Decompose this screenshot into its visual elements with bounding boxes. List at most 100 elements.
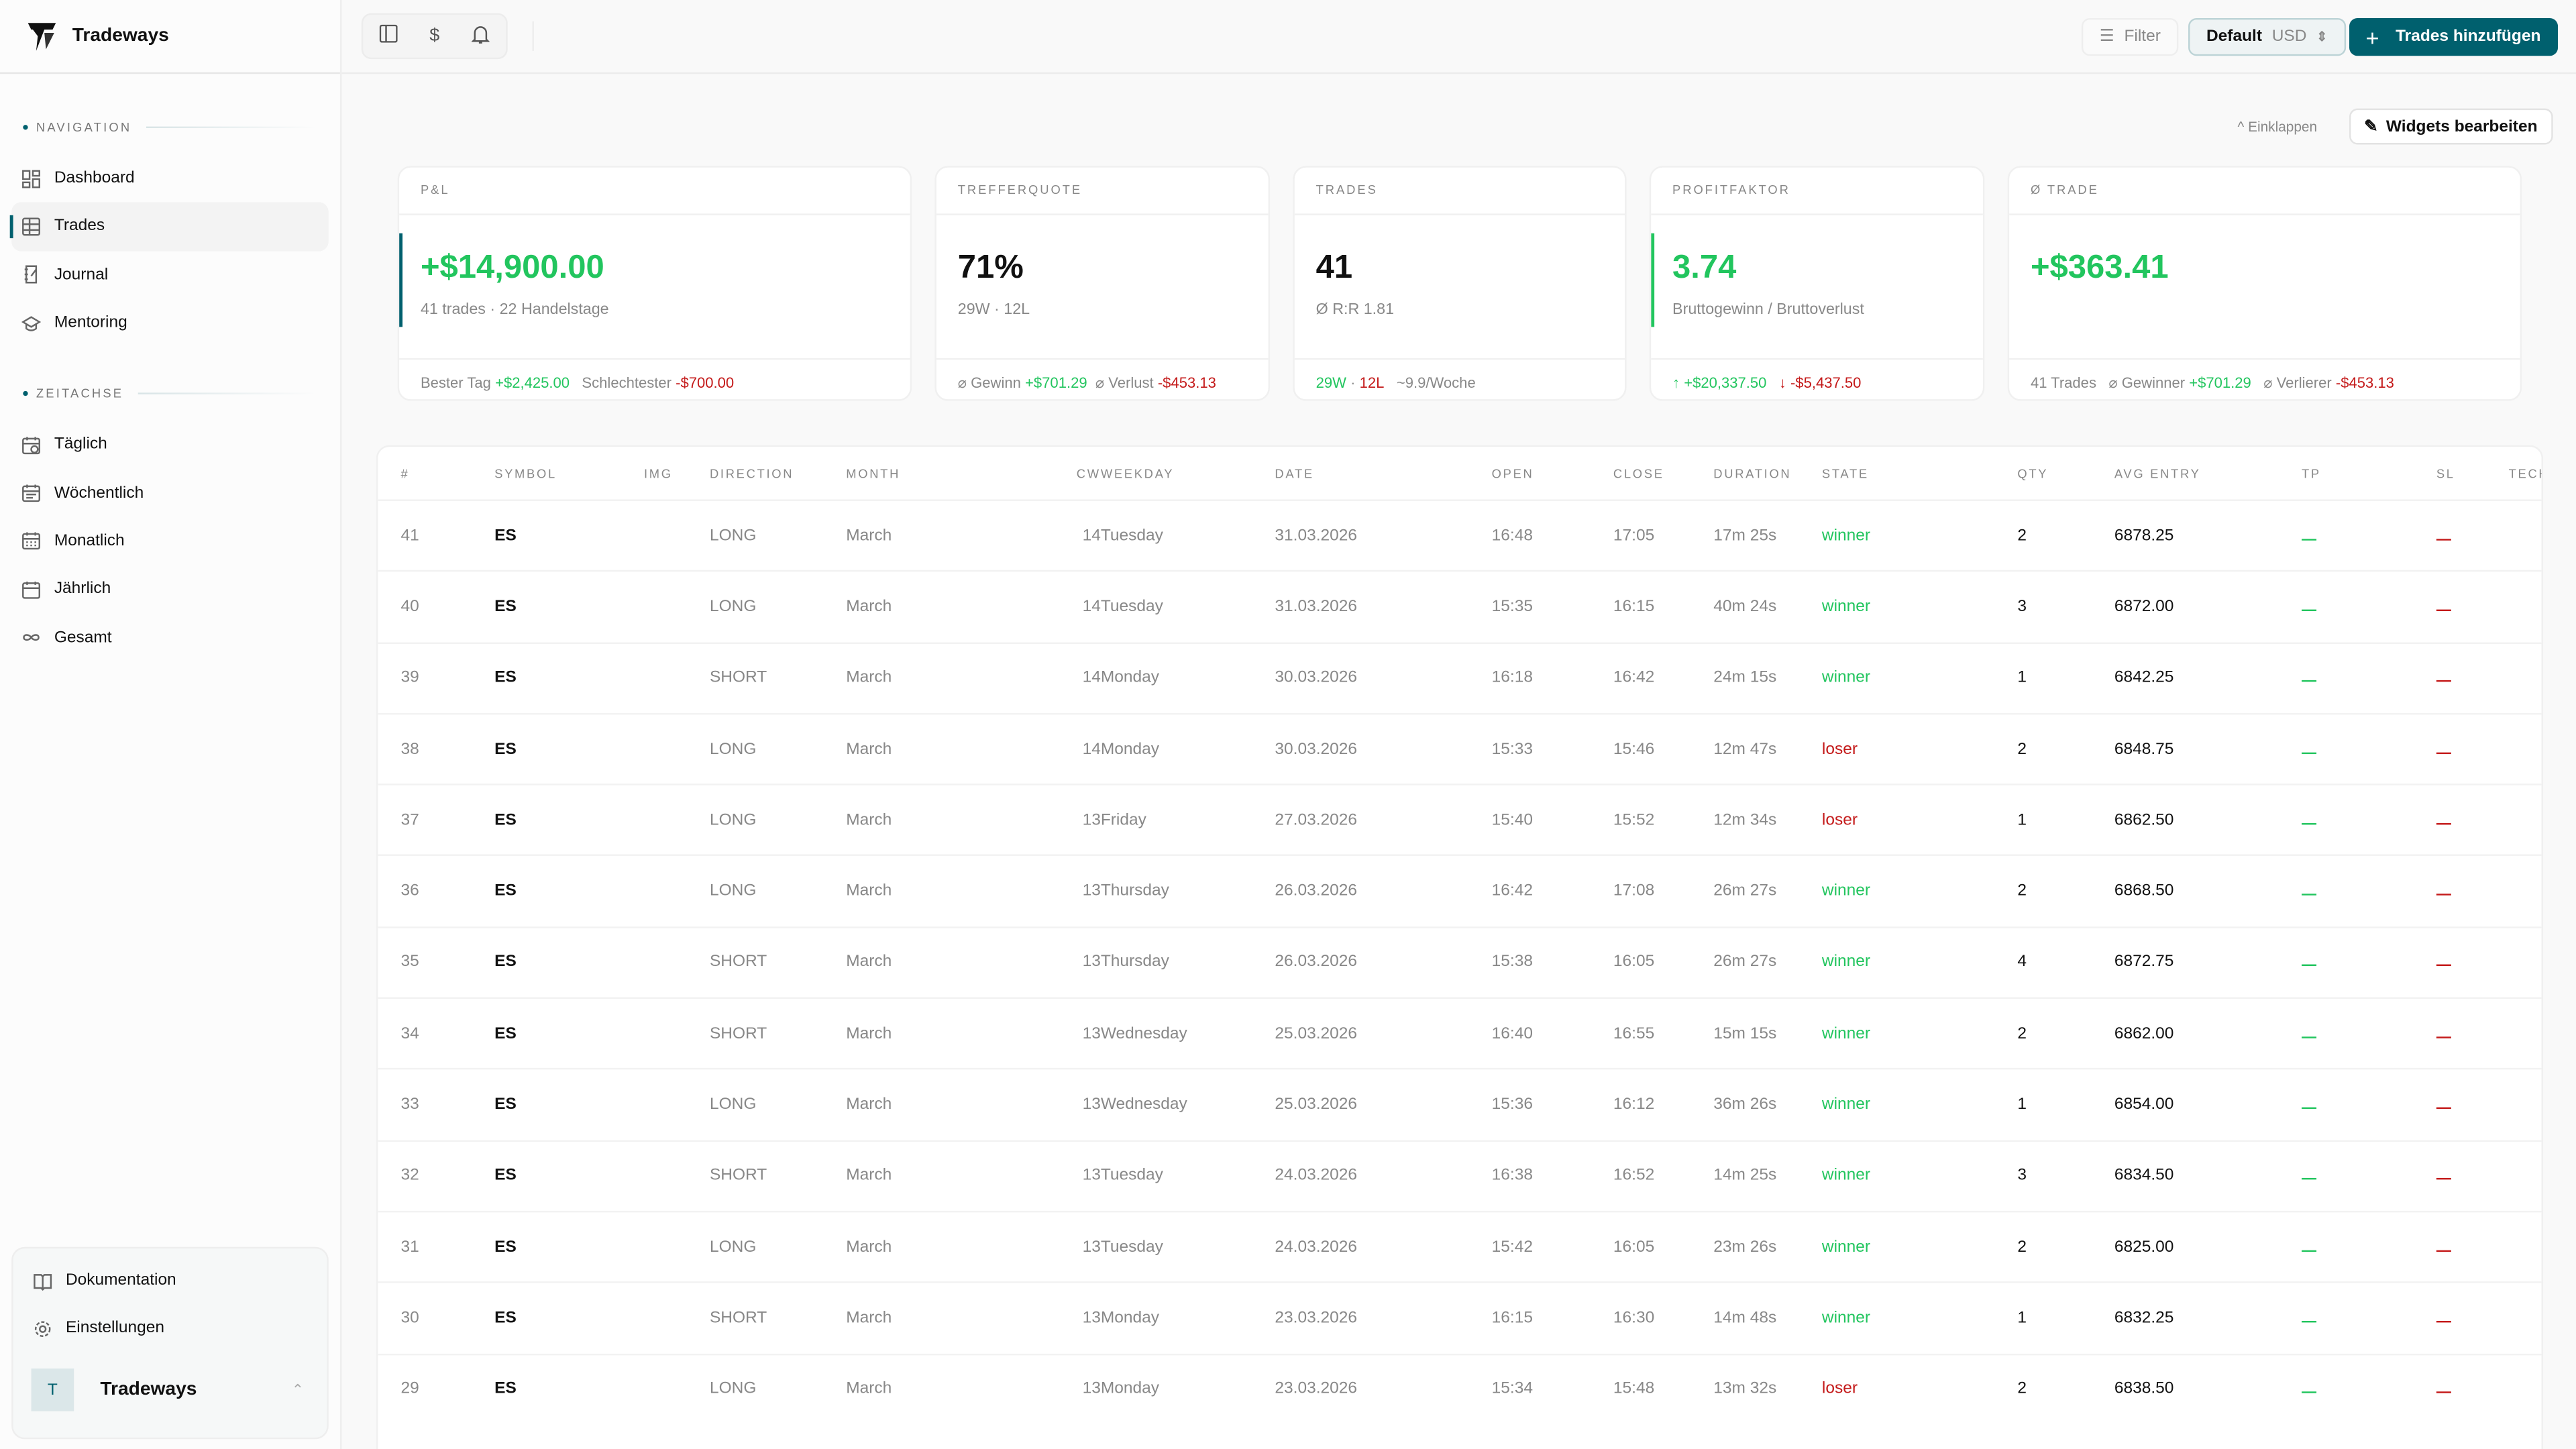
- column-header-qty[interactable]: QTY: [2017, 466, 2049, 481]
- cell-close: 15:52: [1613, 811, 1655, 830]
- table-row[interactable]: 39 ES SHORT March 14 Monday 30.03.2026 16:18 16:…: [378, 641, 2542, 713]
- cell-direction: SHORT: [709, 669, 767, 688]
- cell-open: 16:40: [1491, 1024, 1533, 1043]
- nav-heading-label: NAVIGATION: [36, 119, 132, 135]
- table-row[interactable]: 34 ES SHORT March 13 Wednesday 25.03.2026 16:40…: [378, 997, 2542, 1069]
- add-trades-button[interactable]: + Trades hinzufügen: [2349, 17, 2557, 56]
- trades-table: # SYMBOL IMG DIRECTION MONTH CW WEEKDAY DATE OPE…: [376, 445, 2544, 1449]
- table-row[interactable]: 40 ES LONG March 14 Tuesday 31.03.2026 15:35 16:…: [378, 570, 2542, 642]
- timeline-item-wöchentlich[interactable]: Wöchentlich: [11, 469, 329, 517]
- pencil-icon: ✎: [2364, 117, 2378, 136]
- cell-state: winner: [1821, 1167, 1871, 1185]
- cell-qty: 1: [2017, 1309, 2027, 1328]
- separator: ·: [1350, 374, 1356, 391]
- sidebar-item-label: Trades: [54, 217, 105, 236]
- column-header-duration[interactable]: DURATION: [1713, 466, 1792, 481]
- column-header-num[interactable]: #: [400, 466, 410, 481]
- collapse-button[interactable]: ^ Einklappen: [2238, 118, 2318, 134]
- sidebar-toggle-icon[interactable]: [379, 24, 398, 48]
- sidebar-item-mentoring[interactable]: Mentoring: [11, 299, 329, 347]
- empty-dash: [2436, 751, 2451, 753]
- cell-tp: [2302, 1381, 2436, 1399]
- cell-weekday: Thursday: [1100, 953, 1169, 972]
- column-header-tp[interactable]: TP: [2302, 466, 2321, 481]
- column-header-weekday[interactable]: WEEKDAY: [1100, 466, 1175, 481]
- app-logo[interactable]: Tradeways: [0, 0, 340, 74]
- cell-month: March: [846, 740, 892, 759]
- column-header-sl[interactable]: SL: [2436, 466, 2455, 481]
- cell-avg-entry: 6862.50: [2114, 811, 2174, 830]
- bell-icon[interactable]: [471, 24, 490, 49]
- column-header-symbol[interactable]: SYMBOL: [494, 466, 557, 481]
- card-footer: 41 Trades ⌀ Gewinner +$701.29 ⌀ Verliere…: [2009, 358, 2520, 399]
- account-select[interactable]: Default USD ⇕: [2188, 17, 2346, 56]
- table-row[interactable]: 29 ES LONG March 13 Monday 23.03.2026 15:34 15:4…: [378, 1352, 2542, 1424]
- cell-tp: [2302, 811, 2436, 829]
- column-header-close[interactable]: CLOSE: [1613, 466, 1664, 481]
- cell-date: 24.03.2026: [1275, 1167, 1358, 1185]
- table-row[interactable]: 38 ES LONG March 14 Monday 30.03.2026 15:33 15:4…: [378, 712, 2542, 784]
- docs-link[interactable]: Dokumentation: [13, 1256, 327, 1304]
- org-switcher[interactable]: T Tradeways ⌃: [31, 1368, 327, 1411]
- dollar-icon[interactable]: $: [429, 26, 440, 46]
- table-row[interactable]: 33 ES LONG March 13 Wednesday 25.03.2026 15:36 1…: [378, 1068, 2542, 1140]
- column-header-state[interactable]: STATE: [1821, 466, 1869, 481]
- column-header-avg-entry[interactable]: AVG ENTRY: [2114, 466, 2201, 481]
- cell-state: winner: [1821, 598, 1871, 616]
- column-header-month[interactable]: MONTH: [846, 466, 901, 481]
- table-row[interactable]: 31 ES LONG March 13 Tuesday 24.03.2026 15:42 16:…: [378, 1210, 2542, 1282]
- infinity-icon: [21, 628, 41, 647]
- cell-symbol: ES: [494, 1024, 517, 1043]
- table-row[interactable]: 30 ES SHORT March 13 Monday 23.03.2026 16:15 16:…: [378, 1281, 2542, 1353]
- empty-dash: [2436, 538, 2451, 540]
- column-header-tech[interactable]: TECH: [2508, 466, 2542, 481]
- column-header-open[interactable]: OPEN: [1491, 466, 1534, 481]
- table-row[interactable]: 36 ES LONG March 13 Thursday 26.03.2026 16:42 17…: [378, 855, 2542, 926]
- sidebar-item-journal[interactable]: Journal: [11, 251, 329, 299]
- add-trades-label: Trades hinzufügen: [2396, 28, 2541, 46]
- cell-num: 30: [400, 1309, 419, 1328]
- cell-tp: [2302, 527, 2436, 545]
- cell-direction: LONG: [709, 527, 757, 545]
- cell-direction: LONG: [709, 1095, 757, 1114]
- cell-state: winner: [1821, 882, 1871, 901]
- cell-date: 25.03.2026: [1275, 1095, 1358, 1114]
- empty-dash: [2302, 1036, 2317, 1038]
- cell-symbol: ES: [494, 527, 517, 545]
- timeline-item-monatlich[interactable]: Monatlich: [11, 517, 329, 566]
- winrate-value: 71%: [957, 250, 1024, 286]
- avg-loser-value: -$453.13: [2335, 374, 2394, 391]
- timeline-item-jährlich[interactable]: Jährlich: [11, 566, 329, 614]
- edit-widgets-button[interactable]: ✎ Widgets bearbeiten: [2349, 108, 2553, 145]
- table-row[interactable]: 32 ES SHORT March 13 Tuesday 24.03.2026 16:38 16…: [378, 1139, 2542, 1211]
- sliders-icon: ☰: [2099, 28, 2114, 46]
- timeline-item-täglich[interactable]: Täglich: [11, 421, 329, 469]
- cell-avg-entry: 6872.00: [2114, 598, 2174, 616]
- cell-close: 16:05: [1613, 953, 1655, 972]
- tradeways-logo-icon: [28, 23, 56, 51]
- cell-qty: 2: [2017, 1380, 2027, 1399]
- cell-qty: 3: [2017, 1167, 2027, 1185]
- column-header-cw[interactable]: CW: [1076, 466, 1101, 481]
- filter-button[interactable]: ☰ Filter: [2081, 17, 2179, 56]
- column-header-img[interactable]: IMG: [644, 466, 673, 481]
- sidebar-item-trades[interactable]: Trades: [9, 202, 329, 251]
- column-header-date[interactable]: DATE: [1275, 466, 1314, 481]
- cell-avg-entry: 6848.75: [2114, 740, 2174, 759]
- cell-close: 15:46: [1613, 740, 1655, 759]
- cell-month: March: [846, 1024, 892, 1043]
- card-label: TRADES: [1294, 168, 1625, 215]
- cell-month: March: [846, 1167, 892, 1185]
- table-row[interactable]: 37 ES LONG March 13 Friday 27.03.2026 15:40 15:5…: [378, 784, 2542, 855]
- timeline-item-gesamt[interactable]: Gesamt: [11, 613, 329, 661]
- table-row[interactable]: 35 ES SHORT March 13 Thursday 26.03.2026 15:38 1…: [378, 926, 2542, 998]
- cell-weekday: Tuesday: [1100, 1238, 1163, 1256]
- empty-dash: [2302, 609, 2317, 611]
- cell-close: 16:55: [1613, 1024, 1655, 1043]
- settings-link[interactable]: Einstellungen: [13, 1304, 327, 1352]
- column-header-direction[interactable]: DIRECTION: [709, 466, 794, 481]
- cell-state: winner: [1821, 1309, 1871, 1328]
- sidebar-item-dashboard[interactable]: Dashboard: [11, 154, 329, 203]
- table-row[interactable]: 41 ES LONG March 14 Tuesday 31.03.2026 16:48 17:…: [378, 499, 2542, 570]
- cell-weekday: Tuesday: [1100, 598, 1163, 616]
